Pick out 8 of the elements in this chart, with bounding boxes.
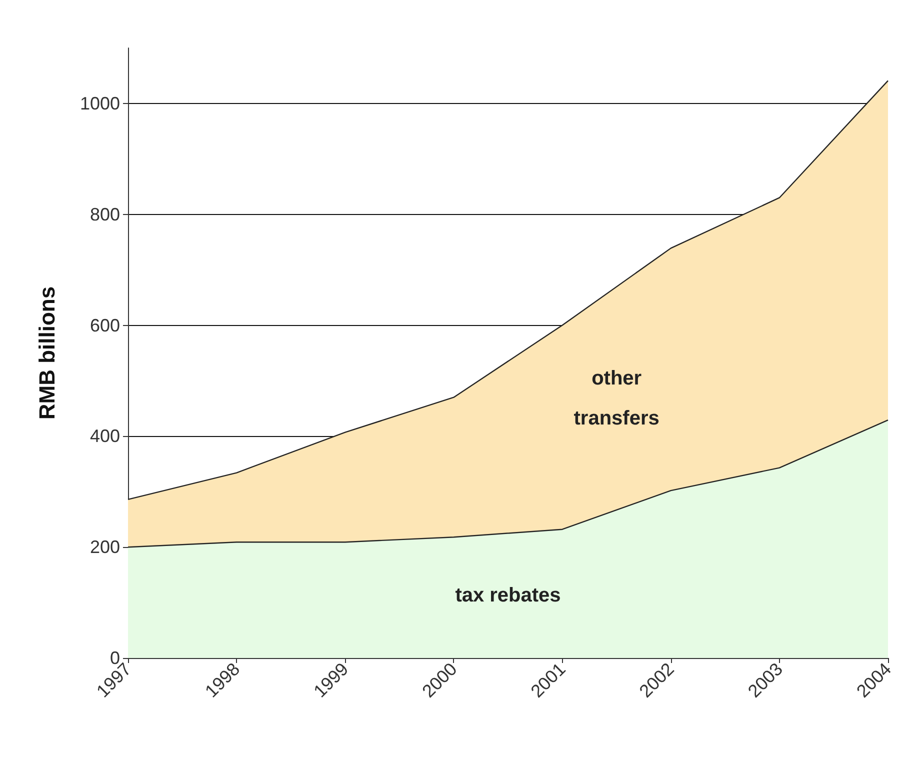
y-tick-label: 800 (90, 204, 120, 224)
y-tick-label: 200 (90, 537, 120, 558)
y-tick-label: 600 (90, 315, 120, 336)
series-label: tax rebates (455, 584, 561, 607)
series-label: other transfers (574, 367, 660, 430)
y-tick-label: 400 (90, 426, 120, 446)
y-axis-title: RMB billions (34, 286, 60, 420)
y-tick-label: 1000 (80, 93, 120, 114)
